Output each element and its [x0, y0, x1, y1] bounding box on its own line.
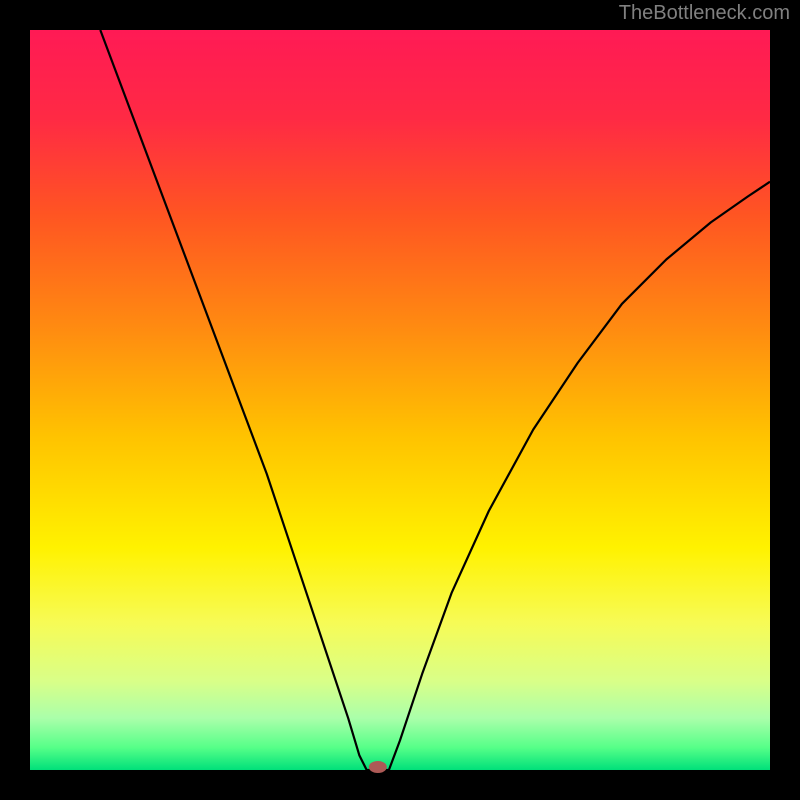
optimal-point-marker [369, 761, 387, 773]
watermark-text: TheBottleneck.com [619, 2, 790, 25]
chart-container: TheBottleneck.com [0, 0, 800, 800]
bottleneck-chart-svg [0, 0, 800, 800]
